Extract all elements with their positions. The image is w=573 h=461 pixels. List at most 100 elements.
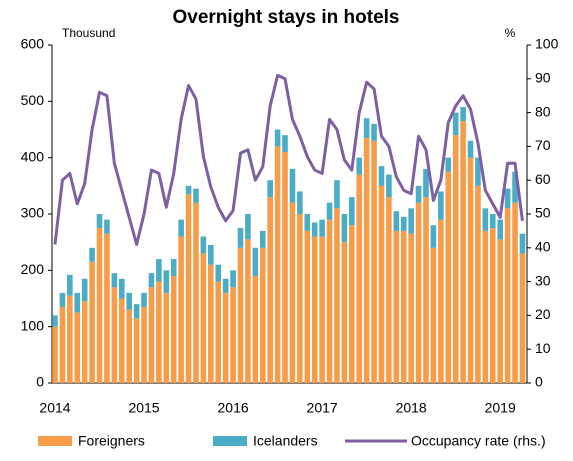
y-tick-label: 0 [36,374,44,390]
bar-segment [52,315,58,327]
bar-segment [252,247,259,276]
x-tick-label: 2016 [218,400,249,416]
y2-tick-label: 20 [535,306,551,322]
bar-segment [489,214,496,229]
bar-segment [334,180,340,209]
bar-segment [334,208,340,383]
bar-segment [104,219,110,234]
bar-segment [141,306,147,383]
bar-segment [74,292,81,313]
bar-segment [67,274,73,296]
y-tick-label: 400 [21,148,45,164]
bar-segment [289,202,296,383]
bar-segment [81,278,88,302]
bar-segment [222,292,229,383]
bar-segment [512,202,518,383]
bar-segment [415,185,422,203]
bar-segment [311,222,318,237]
bar-segment [133,318,140,383]
bar-segment [96,214,103,229]
bar-segment [467,157,474,383]
bar-segment [193,188,199,203]
bar-segment [452,135,459,383]
bar-segment [252,275,259,383]
bar-segment [222,278,229,293]
bar-segment [386,197,392,383]
legend-swatch [213,436,247,446]
bar-segment [81,301,88,383]
bar-segment [89,247,95,262]
bar-segment [111,287,118,383]
y-tick-label: 300 [21,205,45,221]
bar-segment [185,194,192,383]
bar-segment [304,230,311,383]
bar-segment [378,166,385,186]
bar-segment [512,171,518,203]
bar-segment [245,214,251,240]
bar-segment [438,219,444,383]
y2-tick-label: 40 [535,239,551,255]
y2-tick-label: 30 [535,272,551,288]
bar-segment [519,233,526,254]
legend-swatch [38,436,72,446]
bar-segment [259,247,266,383]
bar-segment [170,259,177,276]
bar-segment [423,197,429,383]
bar-segment [363,118,370,138]
bar-segment [274,129,281,147]
bar-segment [467,140,474,158]
y2-tick-label: 10 [535,340,551,356]
bar-segment [326,202,333,220]
bar-segment [356,174,363,383]
bar-segment [408,208,414,234]
bar-segment [267,180,273,198]
bar-segment [393,230,400,383]
bar-segment [178,236,184,383]
bar-segment [445,157,452,172]
y-tick-label: 500 [21,92,45,108]
y2-tick-label: 90 [535,70,551,86]
bar-segment [504,188,511,209]
bar-segment [170,275,177,383]
bar-segment [319,219,325,237]
bar-segment [215,264,222,282]
bar-segment [363,137,370,383]
bar-segment [297,191,303,214]
bar-segment [475,157,481,186]
y-tick-label: 600 [21,36,45,52]
bar-segment [460,106,466,122]
bar-segment [504,208,511,383]
bar-segment [438,191,444,220]
bar-segment [156,281,162,383]
bar-segment [237,247,244,383]
bar-segment [430,247,437,383]
legend-label: Icelanders [253,433,318,449]
x-tick-label: 2018 [396,400,427,416]
bar-segment [400,216,407,231]
bar-segment [59,306,66,383]
bar-segment [104,233,110,383]
bar-segment [230,287,236,383]
x-tick-label: 2015 [128,400,159,416]
x-tick-label: 2017 [307,400,338,416]
bar-segment [304,214,311,231]
bar-segment [148,273,155,288]
bar-segment [519,253,526,383]
bar-segment [200,236,207,254]
bar-segment [371,140,377,383]
y2-tick-label: 50 [535,205,551,221]
bar-segment [89,261,95,383]
bar-segment [178,219,184,237]
bar-segment [497,239,503,383]
x-tick-label: 2019 [485,400,516,416]
bar-segment [208,244,214,265]
bar-segment [282,135,288,153]
bar-segment [475,185,481,383]
bar-segment [282,152,288,383]
bar-segment [52,326,58,383]
bar-segment [341,242,348,383]
bar-segment [245,239,251,383]
legend-label: Occupancy rate (rhs.) [411,433,546,449]
bar-segment [148,287,155,383]
